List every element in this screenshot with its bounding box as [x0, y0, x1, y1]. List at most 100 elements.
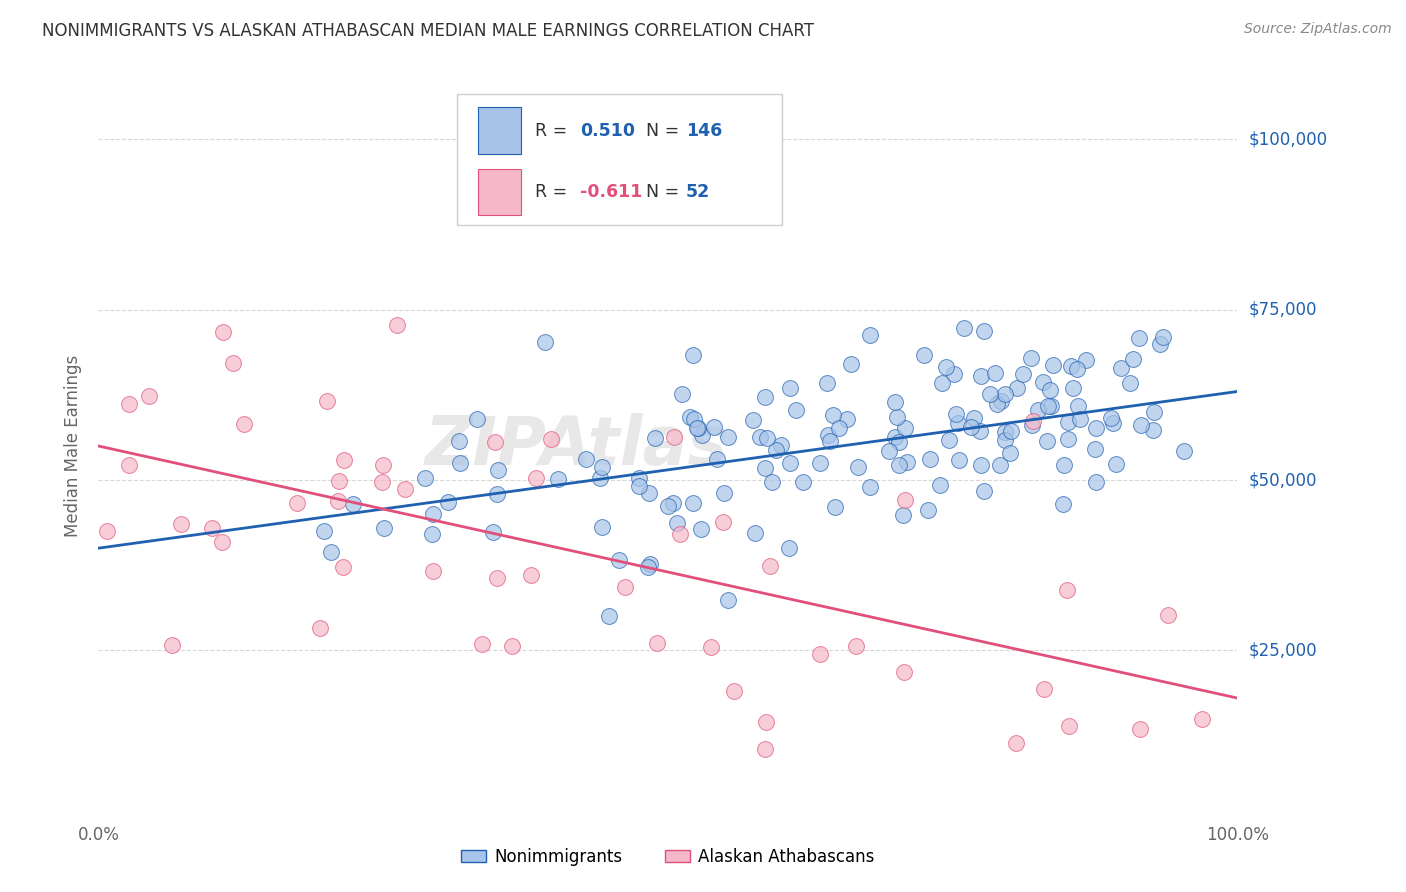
- Point: [713, 486, 735, 500]
- Point: [685, 421, 707, 435]
- Point: [994, 433, 1017, 447]
- Point: [877, 444, 900, 458]
- Point: [201, 521, 224, 535]
- Text: NONIMMIGRANTS VS ALASKAN ATHABASCAN MEDIAN MALE EARNINGS CORRELATION CHART: NONIMMIGRANTS VS ALASKAN ATHABASCAN MEDI…: [42, 22, 814, 40]
- Point: [808, 647, 831, 661]
- Point: [1152, 330, 1174, 344]
- Legend: Nonimmigrants, Alaskan Athabascans: Nonimmigrants, Alaskan Athabascans: [454, 841, 882, 872]
- Point: [808, 456, 831, 470]
- Point: [761, 475, 783, 489]
- Point: [484, 435, 506, 450]
- Point: [118, 458, 141, 472]
- Point: [233, 417, 256, 431]
- Point: [754, 460, 776, 475]
- Point: [1143, 405, 1166, 419]
- Point: [935, 360, 957, 375]
- Point: [671, 387, 693, 401]
- Point: [686, 421, 709, 435]
- Point: [896, 455, 918, 469]
- Point: [993, 387, 1015, 401]
- Text: $75,000: $75,000: [1249, 301, 1317, 318]
- Point: [449, 434, 471, 448]
- Point: [1059, 719, 1081, 733]
- Point: [754, 390, 776, 404]
- Point: [657, 499, 679, 513]
- Point: [1028, 402, 1050, 417]
- Point: [755, 715, 778, 730]
- Point: [1060, 359, 1083, 374]
- Point: [627, 479, 650, 493]
- FancyBboxPatch shape: [457, 94, 782, 225]
- Point: [744, 525, 766, 540]
- Point: [309, 621, 332, 635]
- Point: [1109, 361, 1132, 376]
- Point: [717, 430, 740, 444]
- Point: [1021, 414, 1043, 428]
- Point: [1038, 383, 1060, 397]
- Point: [779, 456, 801, 470]
- Point: [1062, 380, 1084, 394]
- Point: [314, 524, 336, 538]
- Point: [893, 493, 915, 508]
- Point: [1102, 416, 1125, 430]
- Point: [953, 320, 976, 334]
- Point: [859, 328, 882, 343]
- Point: [1004, 735, 1026, 749]
- Point: [1036, 399, 1059, 413]
- Point: [637, 559, 659, 574]
- Point: [319, 545, 342, 559]
- Point: [1142, 423, 1164, 437]
- Point: [607, 552, 630, 566]
- Point: [700, 640, 723, 654]
- Point: [1021, 418, 1043, 433]
- Point: [1067, 399, 1090, 413]
- Point: [160, 638, 183, 652]
- Point: [824, 500, 846, 514]
- Point: [342, 497, 364, 511]
- Point: [778, 541, 800, 555]
- Point: [437, 495, 460, 509]
- Point: [962, 411, 984, 425]
- Point: [717, 593, 740, 607]
- Point: [1052, 497, 1074, 511]
- Point: [1032, 375, 1054, 389]
- Text: -0.611: -0.611: [581, 183, 643, 202]
- Text: $100,000: $100,000: [1249, 130, 1327, 148]
- Point: [859, 480, 882, 494]
- Point: [792, 475, 814, 489]
- Point: [316, 394, 339, 409]
- Point: [893, 665, 915, 679]
- Point: [948, 416, 970, 430]
- Point: [1076, 352, 1098, 367]
- Point: [662, 496, 685, 510]
- Point: [931, 376, 953, 390]
- Point: [665, 516, 688, 531]
- Point: [589, 471, 612, 485]
- Point: [485, 571, 508, 585]
- Point: [711, 516, 734, 530]
- Point: [886, 410, 908, 425]
- Text: Source: ZipAtlas.com: Source: ZipAtlas.com: [1244, 22, 1392, 37]
- Point: [575, 452, 598, 467]
- Point: [486, 487, 509, 501]
- Point: [679, 409, 702, 424]
- Point: [221, 356, 243, 370]
- Point: [1000, 424, 1022, 438]
- Point: [1057, 415, 1080, 429]
- Point: [828, 420, 851, 434]
- Point: [373, 521, 395, 535]
- Point: [328, 474, 350, 488]
- Point: [638, 557, 661, 571]
- Point: [765, 442, 787, 457]
- Point: [929, 478, 952, 492]
- Point: [779, 381, 801, 395]
- Text: N =: N =: [647, 121, 679, 139]
- Point: [524, 471, 547, 485]
- Point: [884, 430, 907, 444]
- Point: [1099, 411, 1122, 425]
- Point: [644, 431, 666, 445]
- Point: [591, 459, 613, 474]
- Point: [1119, 376, 1142, 390]
- Point: [1084, 442, 1107, 457]
- Point: [973, 324, 995, 338]
